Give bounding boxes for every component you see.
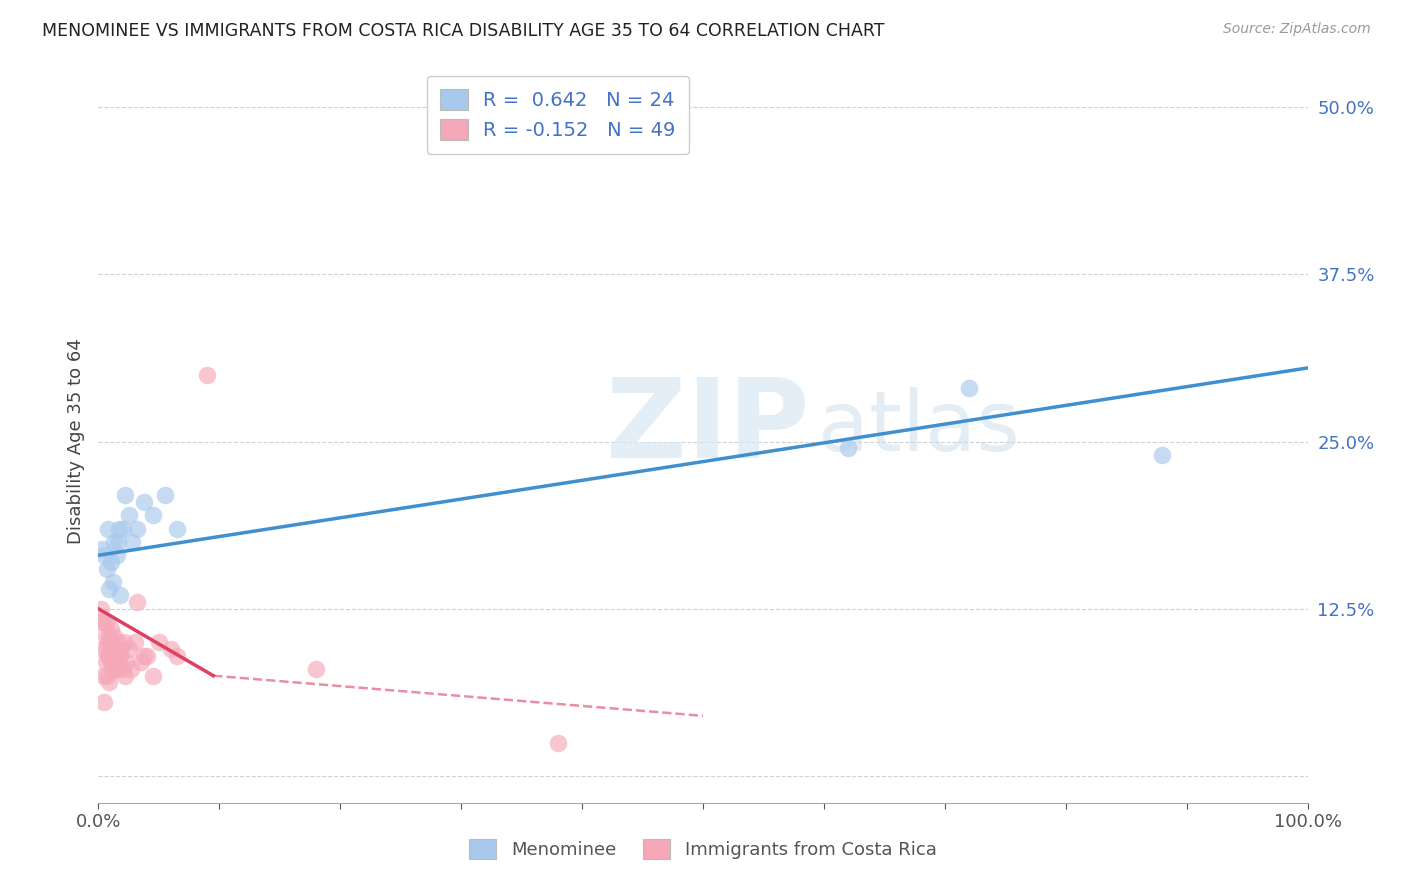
Point [93,548,115,563]
Point [94,629,117,643]
Point [98,675,121,690]
Point [118,642,141,657]
Point [93,696,115,710]
Point [104,648,127,663]
Point [103,535,125,549]
Point [100,622,122,636]
Point [111,521,134,535]
Point [89,615,111,630]
Point [134,494,156,508]
Point [101,642,124,657]
Point [127,521,149,535]
Point [91,642,114,657]
Point [97,648,120,663]
Point [98,582,121,596]
Point [91,541,114,556]
Point [107,635,129,649]
Point [148,635,170,649]
Point [160,642,183,657]
Point [112,635,135,649]
Text: atlas: atlas [818,386,1019,467]
Point [98,629,121,643]
Point [96,562,118,576]
Point [166,648,188,663]
Point [142,508,165,523]
Y-axis label: Disability Age 35 to 64: Disability Age 35 to 64 [66,339,84,544]
Point [96,669,118,683]
Point [108,589,131,603]
Point [108,648,131,663]
Point [837,442,859,455]
Point [108,521,131,535]
Point [110,642,132,657]
Point [101,575,124,590]
Text: MENOMINEE VS IMMIGRANTS FROM COSTA RICA DISABILITY AGE 35 TO 64 CORRELATION CHAR: MENOMINEE VS IMMIGRANTS FROM COSTA RICA … [42,22,884,40]
Point [142,669,165,683]
Point [305,662,328,676]
Legend: Menominee, Immigrants from Costa Rica: Menominee, Immigrants from Costa Rica [463,831,943,866]
Point [103,662,125,676]
Point [111,662,134,676]
Point [957,381,980,395]
Point [100,662,122,676]
Point [134,648,156,663]
Point [103,629,125,643]
Point [135,648,157,663]
Point [94,655,117,669]
Point [96,615,118,630]
Point [101,648,124,663]
Point [195,368,218,382]
Point [97,521,120,535]
Point [547,735,569,749]
Point [105,642,128,657]
Point [100,655,122,669]
Point [108,655,131,669]
Point [100,555,122,569]
Point [105,548,128,563]
Point [107,535,129,549]
Point [121,535,143,549]
Point [93,615,115,630]
Point [127,595,149,609]
Point [114,669,136,683]
Point [105,662,128,676]
Point [124,635,146,649]
Text: Source: ZipAtlas.com: Source: ZipAtlas.com [1223,22,1371,37]
Point [90,602,112,616]
Point [118,508,141,523]
Point [153,488,176,502]
Point [120,662,142,676]
Point [115,655,138,669]
Point [166,521,188,535]
Point [129,655,152,669]
Point [97,635,120,649]
Point [98,648,121,663]
Point [114,488,136,502]
Point [100,642,122,657]
Point [91,669,114,683]
Point [96,642,118,657]
Text: ZIP: ZIP [606,374,810,481]
Point [1152,448,1174,462]
